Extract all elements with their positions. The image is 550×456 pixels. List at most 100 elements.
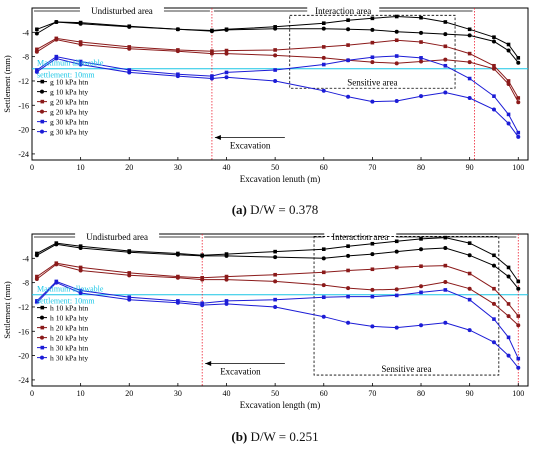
c1-point-1-13 xyxy=(443,245,448,250)
c0-sensitive-box xyxy=(289,14,456,89)
c0-point-1-13 xyxy=(443,32,448,37)
c1-point-4-11 xyxy=(394,293,399,298)
c0-point-2-8 xyxy=(321,45,326,49)
c1-point-3-17 xyxy=(516,323,521,328)
c0-point-3-5 xyxy=(209,51,214,56)
c1-series-line-3 xyxy=(36,263,519,326)
c1-point-1-6 xyxy=(224,253,229,258)
c1-xtick-label-6: 60 xyxy=(320,389,328,398)
c1-xtick-label-2: 20 xyxy=(125,389,133,398)
c0-xtick-label-0: 0 xyxy=(30,163,34,172)
c0-point-3-14 xyxy=(467,60,472,65)
c1-point-4-16 xyxy=(506,335,511,340)
c1-point-1-3 xyxy=(127,250,132,255)
c1-point-3-4 xyxy=(175,275,180,280)
c1-series-line-0 xyxy=(36,237,519,282)
c1-point-1-4 xyxy=(175,252,180,257)
c1-point-1-11 xyxy=(394,249,399,254)
c1-point-2-15 xyxy=(492,286,496,291)
c1-point-4-3 xyxy=(127,295,132,300)
c0-point-1-1 xyxy=(54,19,59,24)
c1-point-3-11 xyxy=(394,287,399,292)
c0-ytick-label-5: -24 xyxy=(18,150,29,159)
c0-point-0-17 xyxy=(516,56,521,60)
c1-point-5-3 xyxy=(127,297,132,302)
c1-point-2-9 xyxy=(346,268,350,273)
c1-legend-marker-1 xyxy=(40,315,44,320)
c1-point-3-12 xyxy=(419,284,424,289)
c1-point-5-9 xyxy=(346,320,351,325)
c0-legend-marker-1 xyxy=(40,89,44,94)
chart-a-caption-text: D/W = 0.378 xyxy=(250,202,319,217)
c1-point-2-8 xyxy=(321,270,326,275)
c0-point-1-6 xyxy=(224,27,229,32)
c1-legend-marker-4 xyxy=(40,345,45,350)
c1-point-5-1 xyxy=(54,280,59,285)
c0-point-5-4 xyxy=(175,74,180,79)
c0-point-5-6 xyxy=(224,75,229,80)
c1-point-1-12 xyxy=(419,247,424,252)
c0-legend-label-2: g 20 kPa htn xyxy=(50,98,88,107)
c1-point-5-10 xyxy=(370,324,375,329)
c0-point-1-11 xyxy=(394,29,399,34)
c1-legend-marker-3 xyxy=(40,335,44,340)
c0-point-0-14 xyxy=(467,27,472,32)
c0-point-3-13 xyxy=(443,57,448,62)
c0-ytick-label-1: -8 xyxy=(22,53,29,62)
chart-a-svg: Undisturbed area Interaction area Sensitiv… xyxy=(2,6,529,184)
chart-b-caption-letter: (b) xyxy=(231,429,248,444)
c1-series-line-5 xyxy=(36,282,519,369)
c0-point-1-5 xyxy=(209,29,214,34)
c0-ytick-label-2: -12 xyxy=(18,77,29,86)
chart-b-caption: (b) D/W = 0.251 xyxy=(0,429,550,445)
c1-point-4-8 xyxy=(321,295,326,300)
c1-ytick-label-1: -8 xyxy=(22,279,29,288)
c1-point-4-12 xyxy=(419,290,423,295)
c1-legend-marker-2 xyxy=(40,325,45,330)
c1-x-axis-label: Excavation length (m) xyxy=(240,400,320,410)
chart-b-caption-text: D/W = 0.251 xyxy=(250,429,319,444)
c1-point-4-9 xyxy=(346,294,350,299)
chart-a-caption-letter: (a) xyxy=(231,202,247,217)
c0-point-5-3 xyxy=(127,70,132,75)
c0-ytick-label-0: -4 xyxy=(22,28,29,37)
c0-undisturbed-label-bg xyxy=(79,6,164,17)
c0-xtick-label-3: 30 xyxy=(174,163,182,172)
c1-sensitive-label: Sensitive area xyxy=(381,364,431,374)
c1-allowable-label-1: Maximum allowable xyxy=(37,284,104,293)
c0-point-0-0 xyxy=(35,27,39,32)
c0-point-4-15 xyxy=(492,94,496,98)
c0-legend-label-3: g 20 kPa hty xyxy=(50,108,88,117)
c1-point-3-1 xyxy=(54,262,59,267)
c1-interaction-label: Interaction area xyxy=(332,232,388,242)
c1-point-1-2 xyxy=(78,245,83,250)
c0-point-3-2 xyxy=(78,42,83,47)
c1-ytick-label-2: -12 xyxy=(18,303,29,312)
c0-point-3-16 xyxy=(506,82,511,86)
c1-series-line-1 xyxy=(36,243,519,290)
c0-point-5-2 xyxy=(78,62,83,67)
chart-panel-a: Undisturbed area Interaction area Sensitiv… xyxy=(0,0,550,224)
c0-point-2-16 xyxy=(506,79,511,83)
c1-legend-marker-0 xyxy=(40,305,45,310)
c0-point-4-8 xyxy=(321,62,326,67)
c0-point-1-3 xyxy=(127,24,132,29)
c1-plot-frame xyxy=(31,233,529,387)
c1-point-2-0 xyxy=(35,274,39,279)
c1-interaction-label-bg xyxy=(324,232,397,243)
c1-point-3-6 xyxy=(224,277,229,282)
c0-point-3-4 xyxy=(175,49,180,54)
c1-point-5-11 xyxy=(394,325,399,330)
c1-point-3-3 xyxy=(127,273,132,278)
c1-ytick-label-5: -24 xyxy=(18,376,29,385)
c1-point-1-17 xyxy=(516,286,521,291)
c0-point-3-8 xyxy=(321,55,326,60)
c0-point-1-15 xyxy=(491,39,496,44)
c0-point-3-15 xyxy=(491,66,496,71)
c1-point-5-15 xyxy=(491,340,496,345)
c0-point-5-17 xyxy=(516,134,521,139)
c1-point-2-14 xyxy=(467,271,472,276)
c0-point-4-14 xyxy=(467,76,472,81)
c1-point-1-10 xyxy=(370,252,375,257)
c1-point-5-7 xyxy=(273,304,278,309)
